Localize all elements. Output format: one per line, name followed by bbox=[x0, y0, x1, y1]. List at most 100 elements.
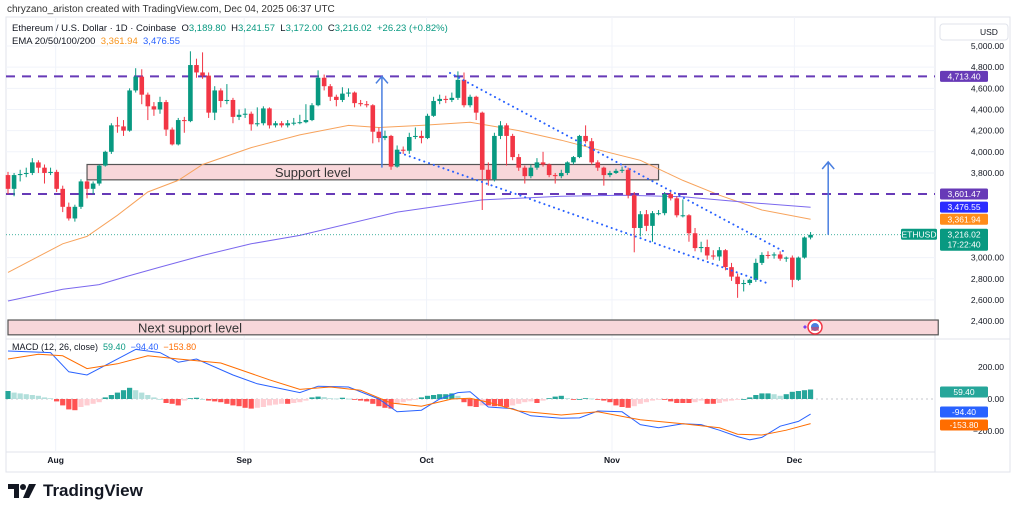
candle-body bbox=[431, 101, 436, 116]
macd-histogram-bar bbox=[236, 399, 242, 407]
ema-label[interactable]: EMA 20/50/100/200 bbox=[12, 36, 96, 47]
macd-histogram-bar bbox=[564, 398, 570, 399]
macd-histogram-bar bbox=[187, 398, 193, 399]
candle-body bbox=[358, 103, 363, 105]
tradingview-logo[interactable]: TradingView bbox=[8, 481, 143, 501]
candle-body bbox=[704, 247, 710, 256]
macd-histogram-bar bbox=[491, 399, 497, 407]
currency-label: USD bbox=[980, 27, 998, 37]
candle-body bbox=[370, 105, 376, 132]
zone-box bbox=[86, 163, 660, 181]
macd-histogram-bar bbox=[668, 399, 674, 402]
candle-body bbox=[625, 169, 631, 196]
zone-box bbox=[7, 319, 939, 336]
macd-histogram-bar bbox=[5, 391, 11, 399]
candle-body bbox=[710, 255, 716, 257]
candle-body bbox=[5, 175, 11, 189]
macd-histogram-bar bbox=[674, 399, 680, 403]
macd-histogram-bar bbox=[461, 399, 467, 403]
macd-histogram-bar bbox=[449, 393, 455, 399]
macd-signal-badge-text: -153.80 bbox=[950, 420, 979, 430]
candle-body bbox=[771, 254, 777, 256]
macd-histogram-bar bbox=[370, 399, 376, 404]
macd-histogram-bar bbox=[78, 399, 84, 407]
macd-histogram-bar bbox=[807, 389, 814, 399]
candle-body bbox=[285, 123, 290, 126]
macd-title[interactable]: MACD (12, 26, close) bbox=[12, 342, 99, 352]
candle-body bbox=[583, 135, 588, 142]
macd-histogram-bar bbox=[619, 399, 625, 407]
macd-histogram-bar bbox=[345, 398, 352, 400]
time-tick-label: Dec bbox=[787, 455, 803, 465]
macd-histogram-bar bbox=[248, 399, 254, 409]
ema200-value: 3,476.55 bbox=[143, 36, 180, 47]
candle-body bbox=[169, 129, 175, 145]
macd-histogram-bar bbox=[437, 394, 443, 399]
macd-histogram-bar bbox=[522, 399, 528, 403]
macd-histogram-bar bbox=[206, 399, 212, 401]
macd-histogram-bar bbox=[193, 397, 200, 399]
level-badge bbox=[940, 70, 988, 82]
macd-histogram-bar bbox=[625, 399, 631, 408]
candle-body bbox=[735, 276, 740, 285]
price-tick-label: 4,000.00 bbox=[971, 147, 1004, 157]
candle-body bbox=[528, 167, 534, 177]
macd-histogram-bar bbox=[759, 393, 765, 399]
currency-button[interactable] bbox=[939, 23, 1009, 41]
macd-histogram-bar bbox=[133, 390, 139, 399]
candle-body bbox=[437, 98, 442, 102]
candle-body bbox=[546, 164, 552, 176]
macd-histogram-bar bbox=[473, 399, 479, 407]
candle-body bbox=[400, 149, 406, 151]
candle-body bbox=[352, 92, 357, 104]
candle-body bbox=[66, 206, 72, 219]
candle-body bbox=[662, 194, 667, 214]
macd-histogram-bar bbox=[649, 399, 656, 401]
symbol-title[interactable]: Ethereum / U.S. Dollar · 1D · Coinbase bbox=[12, 23, 177, 34]
macd-histogram-bar bbox=[333, 398, 339, 400]
candle-body bbox=[601, 167, 607, 176]
macd-histogram-bar bbox=[516, 399, 522, 404]
candle-body bbox=[273, 123, 278, 126]
ema200-badge bbox=[940, 201, 988, 213]
candle-body bbox=[777, 254, 783, 259]
candle-body bbox=[479, 112, 485, 170]
candle-body bbox=[236, 114, 242, 117]
macd-histogram-bar bbox=[595, 399, 601, 400]
macd-histogram-bar bbox=[114, 392, 121, 399]
macd-histogram-bar bbox=[601, 399, 607, 401]
macd-histogram-bar bbox=[631, 399, 637, 407]
symbol-badge bbox=[901, 228, 937, 240]
macd-histogram-bar bbox=[218, 399, 224, 403]
candle-body bbox=[808, 234, 813, 238]
candle-body bbox=[759, 254, 765, 263]
candle-body bbox=[638, 214, 643, 228]
candle-body bbox=[382, 135, 388, 139]
close-label: C bbox=[327, 23, 335, 34]
ema50-value: 3,361.94 bbox=[100, 36, 138, 47]
candle-body bbox=[394, 149, 400, 167]
macd-hist-badge bbox=[940, 386, 988, 398]
macd-histogram-bar bbox=[151, 397, 157, 399]
candle-body bbox=[747, 279, 753, 283]
macd-histogram-bar bbox=[412, 399, 418, 400]
macd-histogram-bar bbox=[120, 390, 127, 399]
candles bbox=[5, 51, 813, 298]
price-tick-label: 3,000.00 bbox=[971, 253, 1004, 263]
macd-histogram-bar bbox=[455, 395, 461, 399]
macd-histogram-bar bbox=[35, 395, 41, 399]
candle-body bbox=[182, 120, 187, 122]
candle-body bbox=[644, 214, 649, 226]
candle-body bbox=[206, 75, 211, 113]
macd-histogram-bar bbox=[753, 395, 759, 399]
candle-body bbox=[267, 108, 272, 126]
macd-histogram-bar bbox=[424, 395, 431, 399]
candle-body bbox=[510, 135, 515, 158]
open-value: 3,189.80 bbox=[188, 23, 226, 34]
candle-body bbox=[175, 120, 181, 145]
event-flag-icon[interactable] bbox=[803, 319, 823, 335]
candle-body bbox=[802, 237, 807, 258]
macd-histogram-bar bbox=[266, 399, 273, 406]
candle-body bbox=[686, 215, 692, 234]
